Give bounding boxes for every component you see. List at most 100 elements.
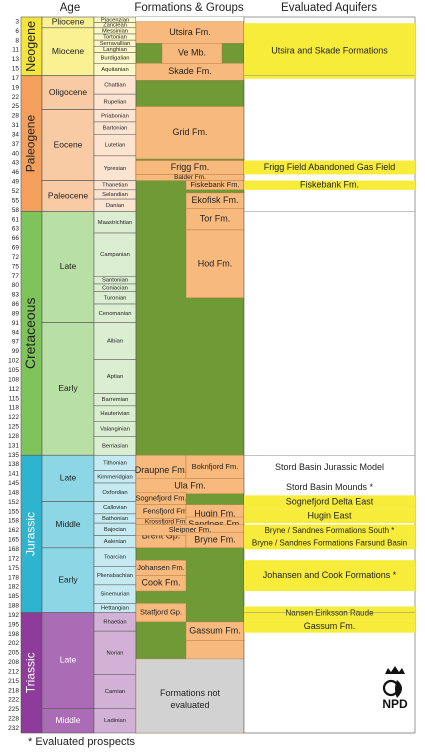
epoch-label: Middle [55, 715, 80, 725]
stage-label: Cenomanian [99, 311, 132, 317]
stage-label: Sinemurian [100, 592, 129, 598]
age-tick: 225 [8, 706, 19, 713]
stage-label: Tithonian [103, 460, 127, 466]
age-tick: 165 [8, 537, 19, 544]
stage-cell [93, 674, 137, 709]
age-tick: 61 [12, 216, 20, 223]
age-tick: 195 [8, 621, 19, 628]
npd-logo-swirl-icon [395, 680, 402, 698]
age-tick: 55 [12, 197, 20, 204]
stage-label: Coniacian [102, 285, 128, 291]
stage-label: Santonian [102, 278, 128, 284]
age-tick: 66 [12, 235, 20, 242]
age-tick: 148 [8, 489, 19, 496]
age-tick: 215 [8, 678, 19, 685]
stage-label: Danian [106, 203, 124, 209]
epoch-cell [41, 708, 95, 734]
aquifers-header: Evaluated Aquifers [281, 2, 377, 14]
stage-label: Pliensbachian [97, 573, 133, 579]
age-tick: 168 [8, 546, 19, 553]
stage-label: Chattian [104, 82, 126, 88]
epoch-cell [41, 211, 95, 323]
age-tick: 218 [8, 687, 19, 694]
formation-label: Sognefjord Fm. [135, 493, 186, 502]
stage-label: Hettangian [101, 606, 129, 612]
stage-label: Zanclean [103, 23, 127, 29]
formations-header: Formations & Groups [134, 2, 244, 14]
stage-label: Piacenzian [101, 17, 129, 23]
age-tick: 185 [8, 593, 19, 600]
age-tick: 37 [12, 141, 20, 148]
age-tick: 11 [12, 47, 19, 54]
formation-label: Utsira Fm. [169, 27, 211, 37]
stage-label: Norian [106, 650, 123, 656]
formation-box [185, 229, 245, 299]
stage-label: Ypresian [104, 166, 126, 172]
stage-label: Maastrichtian [98, 220, 132, 226]
epoch-label: Middle [55, 519, 80, 529]
age-tick: 128 [8, 433, 19, 440]
stage-cell [93, 630, 137, 675]
age-tick: 158 [8, 518, 19, 525]
formation-label: Gassum Fm. [189, 626, 241, 636]
stage-label: Rupelian [104, 99, 127, 105]
age-tick: 83 [12, 292, 20, 299]
age-tick: 94 [12, 329, 20, 336]
stage-label: Berriasian [102, 444, 128, 450]
aquifer-label: Sognefjord Delta East [286, 497, 374, 507]
age-tick: 69 [12, 245, 20, 252]
epoch-label: Pliocene [52, 17, 85, 27]
stage-label: Ladinian [104, 718, 126, 724]
formation-box [135, 106, 245, 160]
age-tick: 72 [12, 254, 20, 261]
aquifer-box [244, 509, 415, 524]
age-tick: 115 [9, 395, 20, 402]
epoch-label: Late [60, 655, 77, 665]
stage-label: Serravallian [100, 41, 131, 47]
epoch-cell [41, 109, 95, 181]
formation-label: Sandnes Fm. [188, 519, 242, 529]
age-tick: 212 [8, 668, 19, 675]
aquifer-label: Stord Basin Jurassic Model [275, 462, 384, 472]
aquifer-label: Nansen Eiriksson Raude [285, 609, 374, 618]
aquifer-box [244, 180, 415, 190]
formation-label: Grid Fm. [173, 127, 208, 137]
age-tick: 75 [12, 263, 20, 270]
stage-label: Oxfordian [102, 490, 127, 496]
age-tick: 102 [8, 358, 19, 365]
age-tick: 58 [12, 207, 20, 214]
stage-label: Callovian [103, 505, 127, 511]
age-tick: 6 [15, 28, 19, 35]
aquifer-label: Johansen and Cook Formations * [263, 570, 397, 580]
aquifer-label: Bryne / Sandnes Formations Farsund Basin [252, 538, 407, 547]
age-tick: 52 [12, 188, 20, 195]
stage-label: Kimmeridgian [97, 474, 132, 480]
aquifer-label: Gassum Fm. [304, 621, 356, 631]
formation-label: Formations not evaluated [160, 688, 221, 710]
age-tick: 91 [12, 320, 20, 327]
stage-label: Valanginian [100, 427, 130, 433]
formations-top-blank [136, 17, 244, 22]
formation-label: Draupne Fm. [135, 465, 188, 475]
aquifer-label: Fiskebank Fm. [300, 180, 359, 190]
age-tick: 15 [12, 66, 20, 73]
age-tick: 131 [8, 442, 19, 449]
age-tick: 80 [12, 282, 20, 289]
age-tick: 63 [12, 226, 20, 233]
formation-label: Hugin Fm. [194, 508, 236, 518]
stage-label: Aptian [107, 374, 123, 380]
formation-label: Skade Fm. [168, 66, 212, 76]
formation-label: Ve Mb. [178, 48, 206, 58]
age-tick: 198 [8, 631, 19, 638]
age-tick: 155 [8, 508, 19, 515]
formation-label: Fensfjord Fm. [143, 507, 189, 516]
period-label: Neogene [24, 21, 38, 72]
formation-box [135, 603, 187, 623]
epoch-label: Paleocene [48, 190, 88, 200]
formation-label: Ula Fm. [174, 480, 206, 490]
age-header: Age [59, 2, 81, 14]
stage-label: Toarcian [104, 555, 126, 561]
aquifer-label: Utsira and Skade Formations [271, 45, 388, 55]
age-tick: 46 [12, 169, 20, 176]
